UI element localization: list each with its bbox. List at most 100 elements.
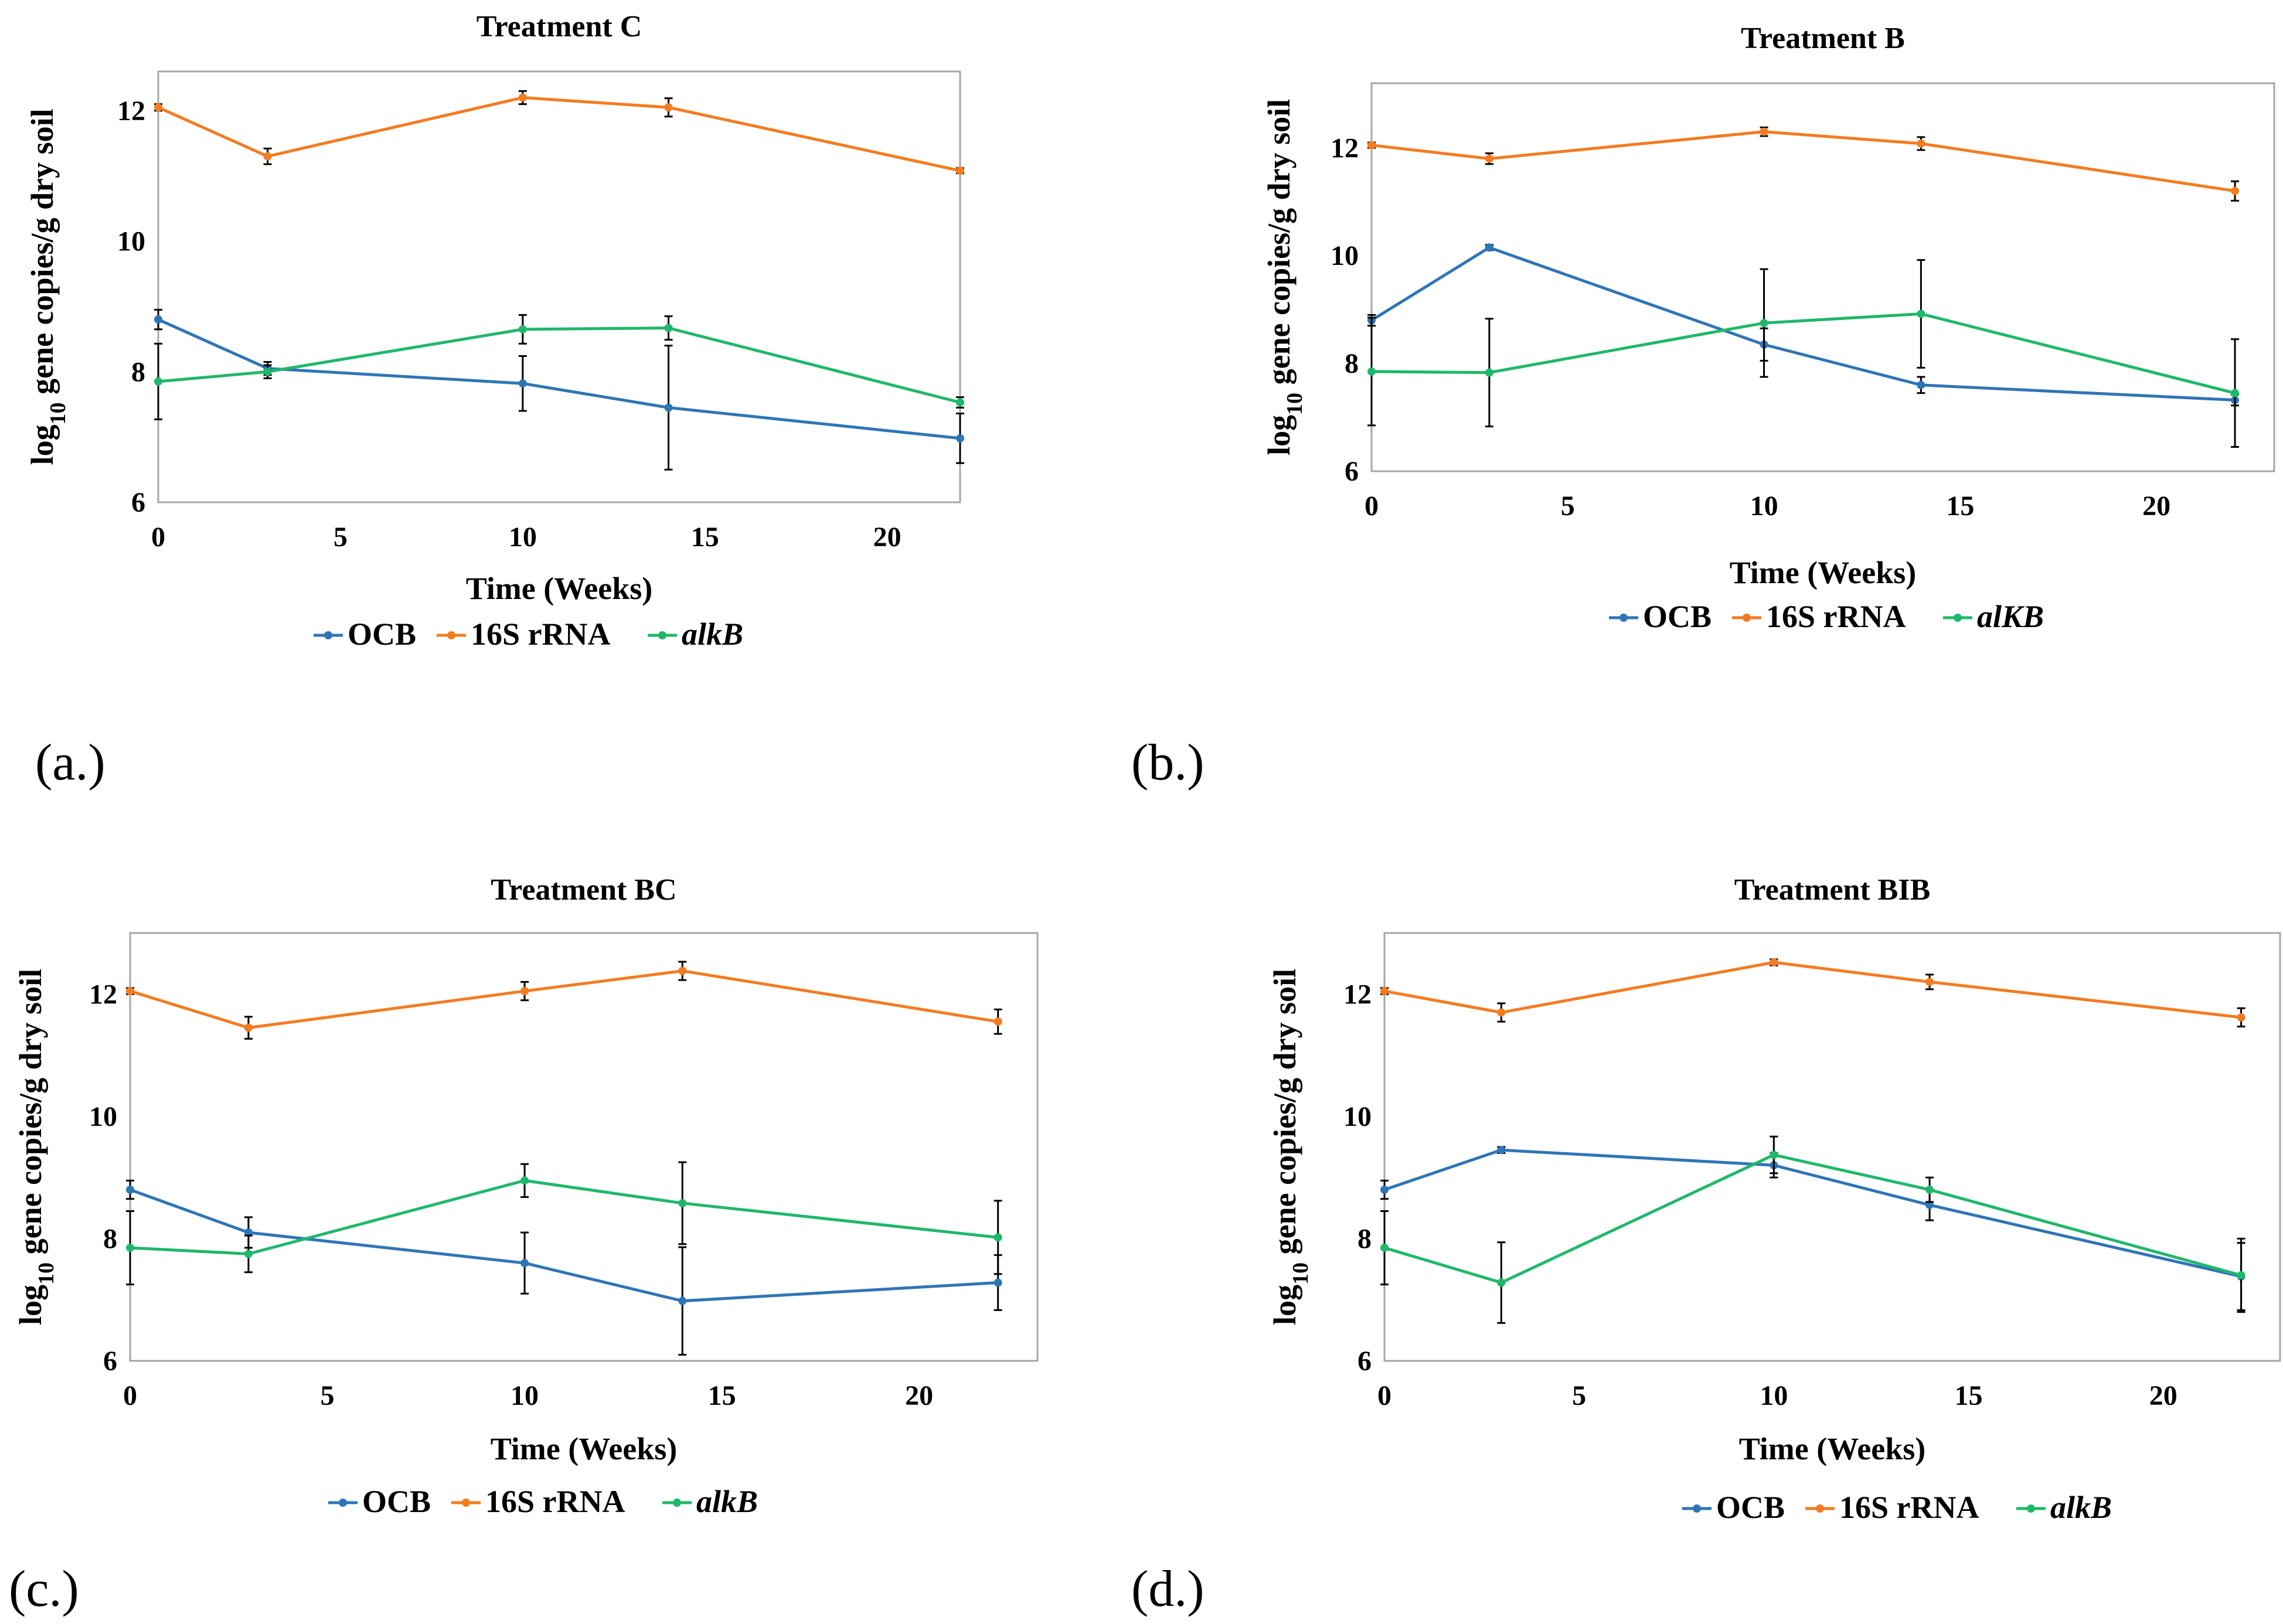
legend-marker xyxy=(462,1499,470,1507)
data-point xyxy=(263,367,272,376)
chart-panel-1: Treatment C 6 8 10 12 0 5 10 15 20 Time (Weeks) log… xyxy=(25,10,964,791)
data-point xyxy=(1380,987,1389,996)
data-point xyxy=(263,152,272,161)
x-axis-label: Time (Weeks) xyxy=(1730,555,1916,590)
data-point xyxy=(956,166,964,175)
y-axis-label-rest: gene copies/g dry soil xyxy=(25,109,60,403)
series-alkb xyxy=(1367,259,2240,448)
data-point xyxy=(678,1199,687,1207)
y-tick-label: 6 xyxy=(1357,1346,1372,1377)
data-point xyxy=(1497,1146,1506,1155)
y-axis-label-log: log xyxy=(25,424,60,465)
y-axis-label-rest: gene copies/g dry soil xyxy=(1267,969,1302,1262)
panel-label: (b.) xyxy=(1131,734,1205,791)
panel-label: (d.) xyxy=(1131,1561,1205,1618)
legend-marker xyxy=(1693,1504,1701,1513)
series-16s-rrna xyxy=(1380,958,2245,1028)
chart-title: Treatment BC xyxy=(491,873,676,907)
y-tick-label: 8 xyxy=(131,356,145,387)
x-tick-label: 20 xyxy=(2142,491,2170,522)
data-point xyxy=(1925,1201,1934,1210)
data-point xyxy=(1760,127,1768,136)
x-tick-label: 20 xyxy=(905,1380,933,1411)
legend-item: 16S rRNA xyxy=(451,1484,625,1519)
legend-marker xyxy=(673,1499,681,1507)
data-point xyxy=(126,987,134,996)
series-line xyxy=(1384,961,2241,1019)
data-point xyxy=(1770,958,1778,967)
data-point xyxy=(2231,186,2240,195)
data-point xyxy=(520,987,529,996)
legend-label: alKB xyxy=(1977,599,2044,634)
y-tick-label: 10 xyxy=(1343,1101,1372,1132)
data-point xyxy=(1367,367,1376,376)
legend-item: OCB xyxy=(1682,1490,1785,1525)
data-point xyxy=(244,1023,253,1032)
x-tick-label: 10 xyxy=(509,522,537,553)
y-tick-label: 10 xyxy=(1331,240,1359,271)
data-point xyxy=(1380,1186,1389,1194)
y-tick-label: 10 xyxy=(117,226,145,257)
legend-marker xyxy=(324,631,332,639)
x-tick-label: 5 xyxy=(334,522,348,553)
x-tick-label: 10 xyxy=(511,1380,539,1411)
series-line xyxy=(1370,246,2236,402)
legend-marker xyxy=(1743,614,1751,622)
y-tick-label: 10 xyxy=(89,1101,117,1132)
x-axis-label: Time (Weeks) xyxy=(1739,1431,1925,1466)
legend-marker xyxy=(1954,614,1962,622)
data-point xyxy=(1485,243,1493,252)
series-ocb xyxy=(154,308,964,471)
data-point xyxy=(994,1017,1002,1026)
plot-area xyxy=(1370,82,2275,472)
series-line xyxy=(130,1179,998,1256)
x-tick-label: 10 xyxy=(1760,1380,1788,1411)
y-tick-label: 12 xyxy=(89,979,117,1010)
chart-title: Treatment BIB xyxy=(1734,873,1931,907)
chart-title: Treatment B xyxy=(1741,22,1905,55)
data-point xyxy=(520,1259,529,1268)
series-line xyxy=(1371,130,2236,193)
data-point xyxy=(1485,154,1493,163)
x-tick-label: 0 xyxy=(1365,491,1379,522)
legend-marker xyxy=(339,1499,347,1507)
x-tick-label: 15 xyxy=(708,1380,736,1411)
y-axis-label: log10 gene copies/g dry soil xyxy=(13,969,59,1325)
data-point xyxy=(518,93,527,102)
plot-area xyxy=(157,70,961,503)
x-tick-label: 15 xyxy=(1955,1380,1983,1411)
data-point xyxy=(1925,978,1934,986)
y-tick-label: 8 xyxy=(1357,1223,1372,1254)
data-point xyxy=(1917,380,1925,389)
y-axis-label-rest: gene copies/g dry soil xyxy=(13,969,48,1262)
data-point xyxy=(154,103,162,112)
series-alkb xyxy=(154,314,964,421)
data-point xyxy=(1497,1008,1506,1017)
x-tick-label: 15 xyxy=(1946,491,1974,522)
y-tick-label: 8 xyxy=(1345,348,1359,379)
y-tick-label: 8 xyxy=(103,1223,117,1254)
x-tick-label: 5 xyxy=(321,1380,335,1411)
y-tick-label: 6 xyxy=(131,487,145,518)
x-tick-label: 0 xyxy=(151,522,165,553)
data-point xyxy=(1485,368,1493,377)
data-point xyxy=(518,325,527,333)
legend-marker xyxy=(1619,614,1628,622)
series-16s-rrna xyxy=(126,961,1002,1040)
legend-item: OCB xyxy=(328,1484,431,1519)
chart-title: Treatment C xyxy=(477,10,642,43)
y-tick-label: 12 xyxy=(117,96,145,127)
x-tick-label: 5 xyxy=(1561,491,1575,522)
y-axis-label-subscript: 10 xyxy=(1288,1262,1313,1285)
y-axis-label-subscript: 10 xyxy=(1282,393,1307,415)
data-point xyxy=(1917,309,1925,318)
data-point xyxy=(956,398,964,407)
series-alkb xyxy=(1380,1135,2245,1324)
y-axis-label-log: log xyxy=(13,1285,48,1325)
legend-label: OCB xyxy=(1643,599,1712,634)
series-line xyxy=(1384,1148,2242,1278)
legend-marker xyxy=(447,631,455,639)
data-point xyxy=(126,1244,134,1252)
x-tick-label: 0 xyxy=(123,1380,137,1411)
data-point xyxy=(1770,1150,1778,1159)
